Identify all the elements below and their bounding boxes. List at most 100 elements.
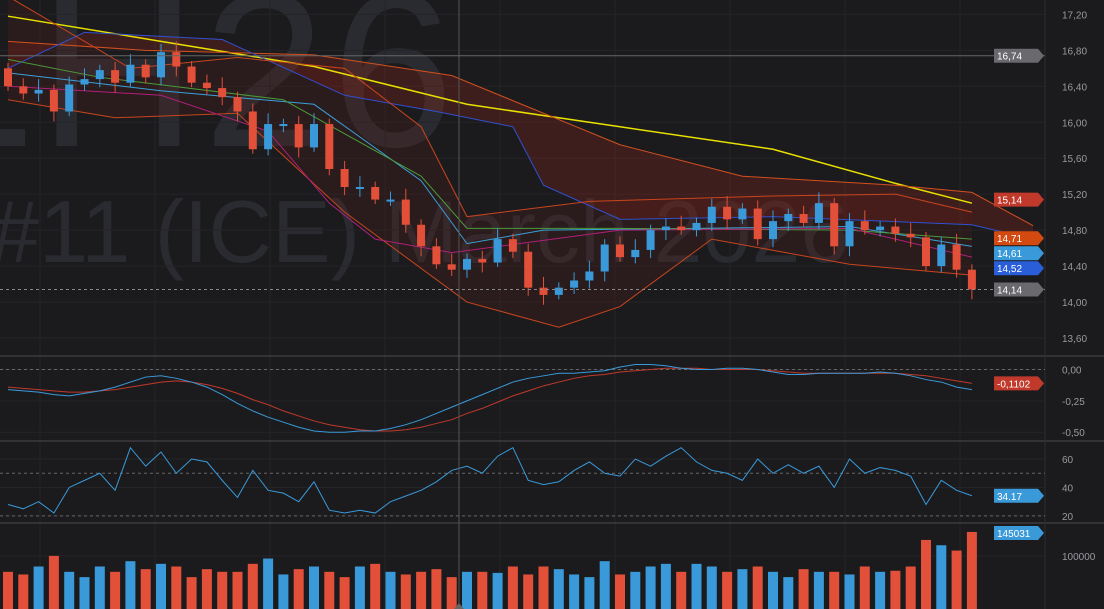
candle-body [876, 226, 885, 231]
volume-bar [385, 571, 396, 609]
badge-value: 15,14 [997, 196, 1022, 207]
candle-body [264, 124, 273, 150]
candle-body [830, 203, 839, 247]
candle [723, 195, 732, 230]
candle [417, 219, 426, 257]
crosshair-time-marker [424, 603, 494, 609]
volume-bar [599, 561, 610, 609]
price-label-badge: 14,52 [994, 261, 1044, 276]
candle-body [233, 97, 242, 112]
boll-upper-line [13, 0, 973, 218]
volume-bar [691, 563, 702, 609]
badge-shape [994, 246, 1044, 261]
y-tick-label: 15,60 [1062, 154, 1087, 165]
candle-body [463, 258, 471, 270]
candle-body [111, 70, 120, 83]
candle [4, 62, 12, 91]
candle [585, 260, 594, 289]
boll-lower-line [7, 99, 972, 328]
volume-bar [339, 577, 350, 609]
volume-bar [553, 569, 564, 609]
volume-bar [140, 569, 151, 609]
badge-value: 14,52 [997, 264, 1022, 275]
volume-bar [446, 577, 457, 609]
price-label-badge: 14,61 [994, 246, 1044, 261]
candle-body [753, 208, 762, 240]
candle-body [967, 269, 976, 290]
volume-bar [936, 545, 947, 609]
candle [631, 239, 640, 264]
candle-body [65, 84, 74, 112]
volume-bar [722, 571, 733, 609]
y-tick-label: 100000 [1062, 552, 1096, 563]
candle-body [508, 239, 517, 252]
candle-body [616, 244, 624, 258]
candle [539, 276, 548, 305]
badge-shape [994, 231, 1044, 246]
candle-body [860, 221, 869, 231]
candle [355, 176, 364, 197]
volume-bar [201, 569, 212, 609]
candle-body [723, 206, 732, 220]
candle-body [554, 287, 563, 295]
candle [677, 215, 686, 235]
price-label-badge: 14,14 [994, 282, 1044, 297]
ichimoku-cloud-fill [8, 32, 1034, 240]
rsi-line [7, 446, 973, 514]
volume-bar [584, 577, 595, 609]
candle [294, 115, 303, 158]
candle [891, 218, 900, 242]
volume-bar [859, 566, 870, 609]
volume-bar [875, 571, 886, 609]
candle [493, 228, 502, 267]
badge-value: 145031 [997, 529, 1031, 540]
candle [799, 205, 808, 228]
volume-bar [186, 577, 197, 609]
candle-body [294, 124, 303, 148]
candle [616, 236, 624, 262]
candle-body [738, 208, 747, 220]
y-tick-label: 14,80 [1062, 226, 1087, 237]
candle-body [340, 169, 349, 187]
badge-shape [994, 192, 1044, 207]
candle [570, 272, 579, 294]
candle-body [355, 186, 364, 189]
candle [554, 282, 563, 300]
candle [325, 118, 334, 176]
candle-body [19, 86, 28, 94]
volume-bar [737, 569, 748, 609]
volume-bar [523, 574, 534, 609]
candle-body [310, 124, 318, 148]
volume-bar [3, 571, 13, 609]
candle-body [937, 244, 946, 267]
volume-bar [370, 563, 381, 609]
volume-bar [416, 571, 427, 609]
volume-bar [247, 563, 258, 609]
candle [340, 160, 349, 196]
volume-bar [462, 571, 472, 609]
volume-bar [94, 566, 105, 609]
candle [937, 236, 946, 273]
volume-bar [278, 574, 289, 609]
candle [952, 233, 961, 278]
candle-body [126, 64, 135, 83]
candle-body [631, 249, 640, 258]
candle-body [49, 89, 58, 112]
volume-bar [125, 561, 136, 609]
candle [830, 197, 839, 255]
candle [65, 76, 74, 116]
candle [432, 238, 441, 269]
y-tick-label: 16,80 [1062, 46, 1087, 57]
volume-bar [507, 566, 518, 609]
volume-bar [354, 566, 365, 609]
candle-body [4, 68, 12, 87]
candle [34, 79, 43, 102]
candle [371, 181, 380, 205]
candle [738, 203, 747, 224]
candle-body [447, 264, 456, 270]
candle [692, 217, 701, 237]
volume-bar [538, 566, 549, 609]
y-tick-label: 0,00 [1062, 366, 1082, 377]
